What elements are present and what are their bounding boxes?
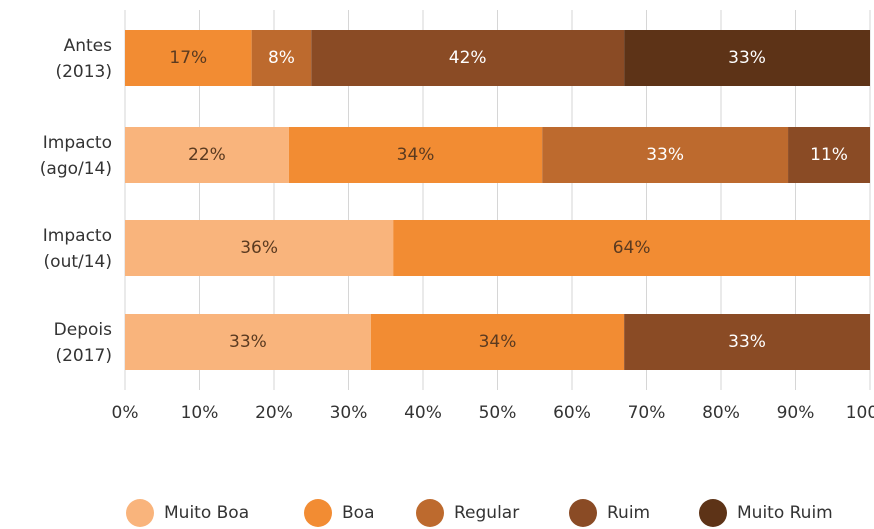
bar-segment bbox=[125, 220, 394, 276]
bar-segment bbox=[125, 127, 289, 183]
bar-segment bbox=[624, 314, 870, 370]
bar-segment bbox=[393, 220, 870, 276]
legend-label: Regular bbox=[454, 503, 519, 523]
legend-label: Muito Boa bbox=[164, 503, 249, 523]
value-label: 34% bbox=[397, 145, 435, 165]
x-tick-label: 40% bbox=[404, 403, 442, 423]
category-label: Impacto bbox=[43, 133, 112, 153]
value-label: 42% bbox=[449, 48, 487, 68]
x-tick-label: 0% bbox=[112, 403, 139, 423]
legend-label: Boa bbox=[342, 503, 374, 523]
x-tick-label: 10% bbox=[181, 403, 219, 423]
category-label: Impacto bbox=[43, 226, 112, 246]
x-tick-label: 20% bbox=[255, 403, 293, 423]
x-tick-label: 50% bbox=[479, 403, 517, 423]
value-label: 33% bbox=[646, 145, 684, 165]
value-label: 22% bbox=[188, 145, 226, 165]
legend-swatch bbox=[569, 499, 597, 527]
bar-segment bbox=[542, 127, 789, 183]
value-label: 11% bbox=[810, 145, 848, 165]
legend-label: Ruim bbox=[607, 503, 650, 523]
category-label: (out/14) bbox=[44, 252, 112, 272]
x-tick-label: 90% bbox=[777, 403, 815, 423]
category-label: Depois bbox=[54, 320, 112, 340]
bar-segment bbox=[251, 30, 312, 86]
x-tick-label: 100% bbox=[846, 403, 874, 423]
category-label: (2013) bbox=[55, 62, 112, 82]
value-label: 33% bbox=[728, 332, 766, 352]
legend-swatch bbox=[699, 499, 727, 527]
legend-label: Muito Ruim bbox=[737, 503, 833, 523]
value-label: 33% bbox=[728, 48, 766, 68]
x-tick-label: 80% bbox=[702, 403, 740, 423]
bar-segment bbox=[125, 30, 252, 86]
bar-segment bbox=[311, 30, 625, 86]
value-label: 17% bbox=[169, 48, 207, 68]
bar-segment bbox=[788, 127, 870, 183]
legend-swatch bbox=[126, 499, 154, 527]
bar-segment bbox=[288, 127, 543, 183]
value-label: 8% bbox=[268, 48, 295, 68]
legend-swatch bbox=[304, 499, 332, 527]
bar-segment bbox=[125, 314, 371, 370]
value-label: 36% bbox=[240, 238, 278, 258]
category-label: Antes bbox=[64, 36, 113, 56]
bar-segment bbox=[624, 30, 870, 86]
bar-segment bbox=[370, 314, 625, 370]
legend-swatch bbox=[416, 499, 444, 527]
value-label: 33% bbox=[229, 332, 267, 352]
x-tick-label: 30% bbox=[330, 403, 368, 423]
category-label: (2017) bbox=[55, 346, 112, 366]
value-label: 34% bbox=[479, 332, 517, 352]
value-label: 64% bbox=[613, 238, 651, 258]
x-tick-label: 60% bbox=[553, 403, 591, 423]
category-label: (ago/14) bbox=[40, 159, 112, 179]
x-tick-label: 70% bbox=[628, 403, 666, 423]
